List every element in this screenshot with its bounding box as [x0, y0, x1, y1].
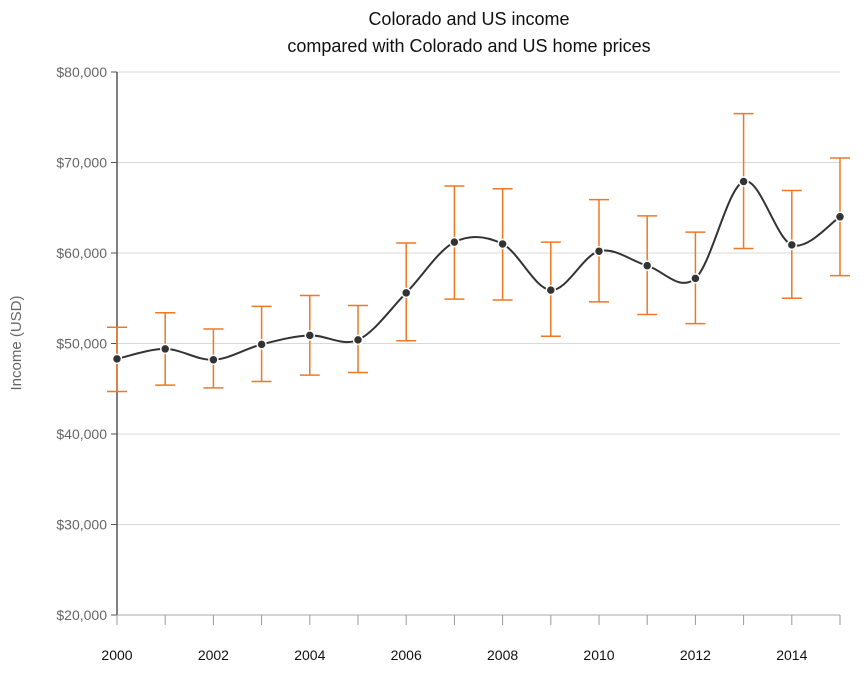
chart-title: Colorado and US income compared with Col… — [287, 9, 650, 56]
x-tick-label: 2002 — [198, 647, 229, 663]
data-point — [690, 273, 701, 284]
chart-title-line-1: Colorado and US income — [368, 9, 569, 29]
y-tick-label: $80,000 — [56, 64, 107, 80]
x-tick-label: 2010 — [583, 647, 614, 663]
data-point — [208, 354, 219, 366]
y-tick-label: $30,000 — [56, 517, 107, 533]
data-point — [738, 176, 749, 187]
data-point — [786, 239, 798, 251]
data-point — [497, 238, 508, 250]
x-tick-label: 2006 — [391, 647, 422, 663]
data-point — [834, 211, 846, 223]
x-tick-label: 2004 — [294, 647, 325, 663]
x-tick-label: 2012 — [680, 647, 711, 663]
y-tick-label: $60,000 — [56, 245, 107, 261]
data-point — [111, 353, 123, 365]
y-tick-label: $20,000 — [56, 607, 107, 623]
y-tick-label: $40,000 — [56, 426, 107, 442]
data-point — [545, 284, 557, 296]
y-axis-ticks: $20,000 $30,000 $40,000 $50,000 $60,000 $70,0… — [56, 64, 117, 623]
data-point — [641, 260, 653, 271]
series-line — [116, 180, 841, 361]
data-points — [111, 176, 846, 366]
data-point — [256, 339, 267, 350]
data-point — [304, 330, 316, 341]
data-point — [352, 334, 364, 346]
data-point — [400, 287, 412, 299]
x-axis-ticks: 2000 2002 2004 2006 2008 2010 2012 2014 — [101, 615, 841, 663]
x-tick-label: 2014 — [776, 647, 807, 663]
data-point — [449, 236, 460, 248]
y-axis-label: Income (USD) — [8, 295, 25, 390]
y-tick-label: $70,000 — [56, 155, 107, 171]
x-tick-label: 2000 — [101, 647, 132, 663]
data-point — [159, 343, 171, 355]
gridlines — [117, 71, 840, 616]
x-tick-label: 2008 — [487, 647, 518, 663]
data-point — [593, 245, 605, 257]
y-tick-label: $50,000 — [56, 336, 107, 352]
chart-title-line-2: compared with Colorado and US home price… — [287, 36, 650, 56]
